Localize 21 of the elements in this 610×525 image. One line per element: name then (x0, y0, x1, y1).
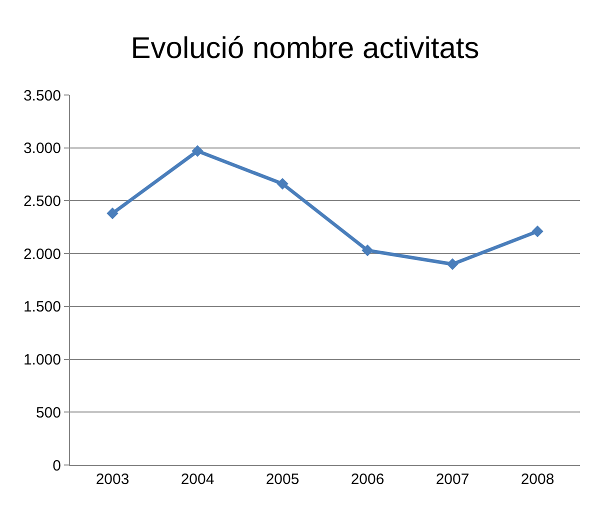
point (192, 145, 204, 157)
y-tick-label: 1.000 (23, 352, 61, 369)
x-tick-label: 2005 (266, 471, 300, 488)
point (532, 226, 544, 238)
x-tick-label: 2007 (436, 471, 470, 488)
point (362, 244, 374, 256)
y-tick-label: 0 (52, 457, 61, 474)
y-tick-label: 2.500 (23, 192, 61, 210)
y-tick-label: 1.500 (23, 298, 61, 316)
x-tick-label: 2006 (350, 471, 384, 488)
x-tick-label: 2004 (180, 471, 214, 488)
point (446, 258, 458, 270)
x-tick-label: 2008 (520, 471, 554, 488)
y-tick-label: 500 (36, 404, 61, 422)
chart-title: Evolució nombre activitats (130, 32, 480, 65)
point (276, 178, 288, 190)
y-tick-label: 2.000 (23, 246, 61, 263)
x-tick-label: 2003 (96, 471, 130, 488)
y-tick-label: 3.500 (23, 87, 61, 104)
y-tick-label: 3.000 (23, 140, 61, 158)
point (106, 208, 118, 220)
